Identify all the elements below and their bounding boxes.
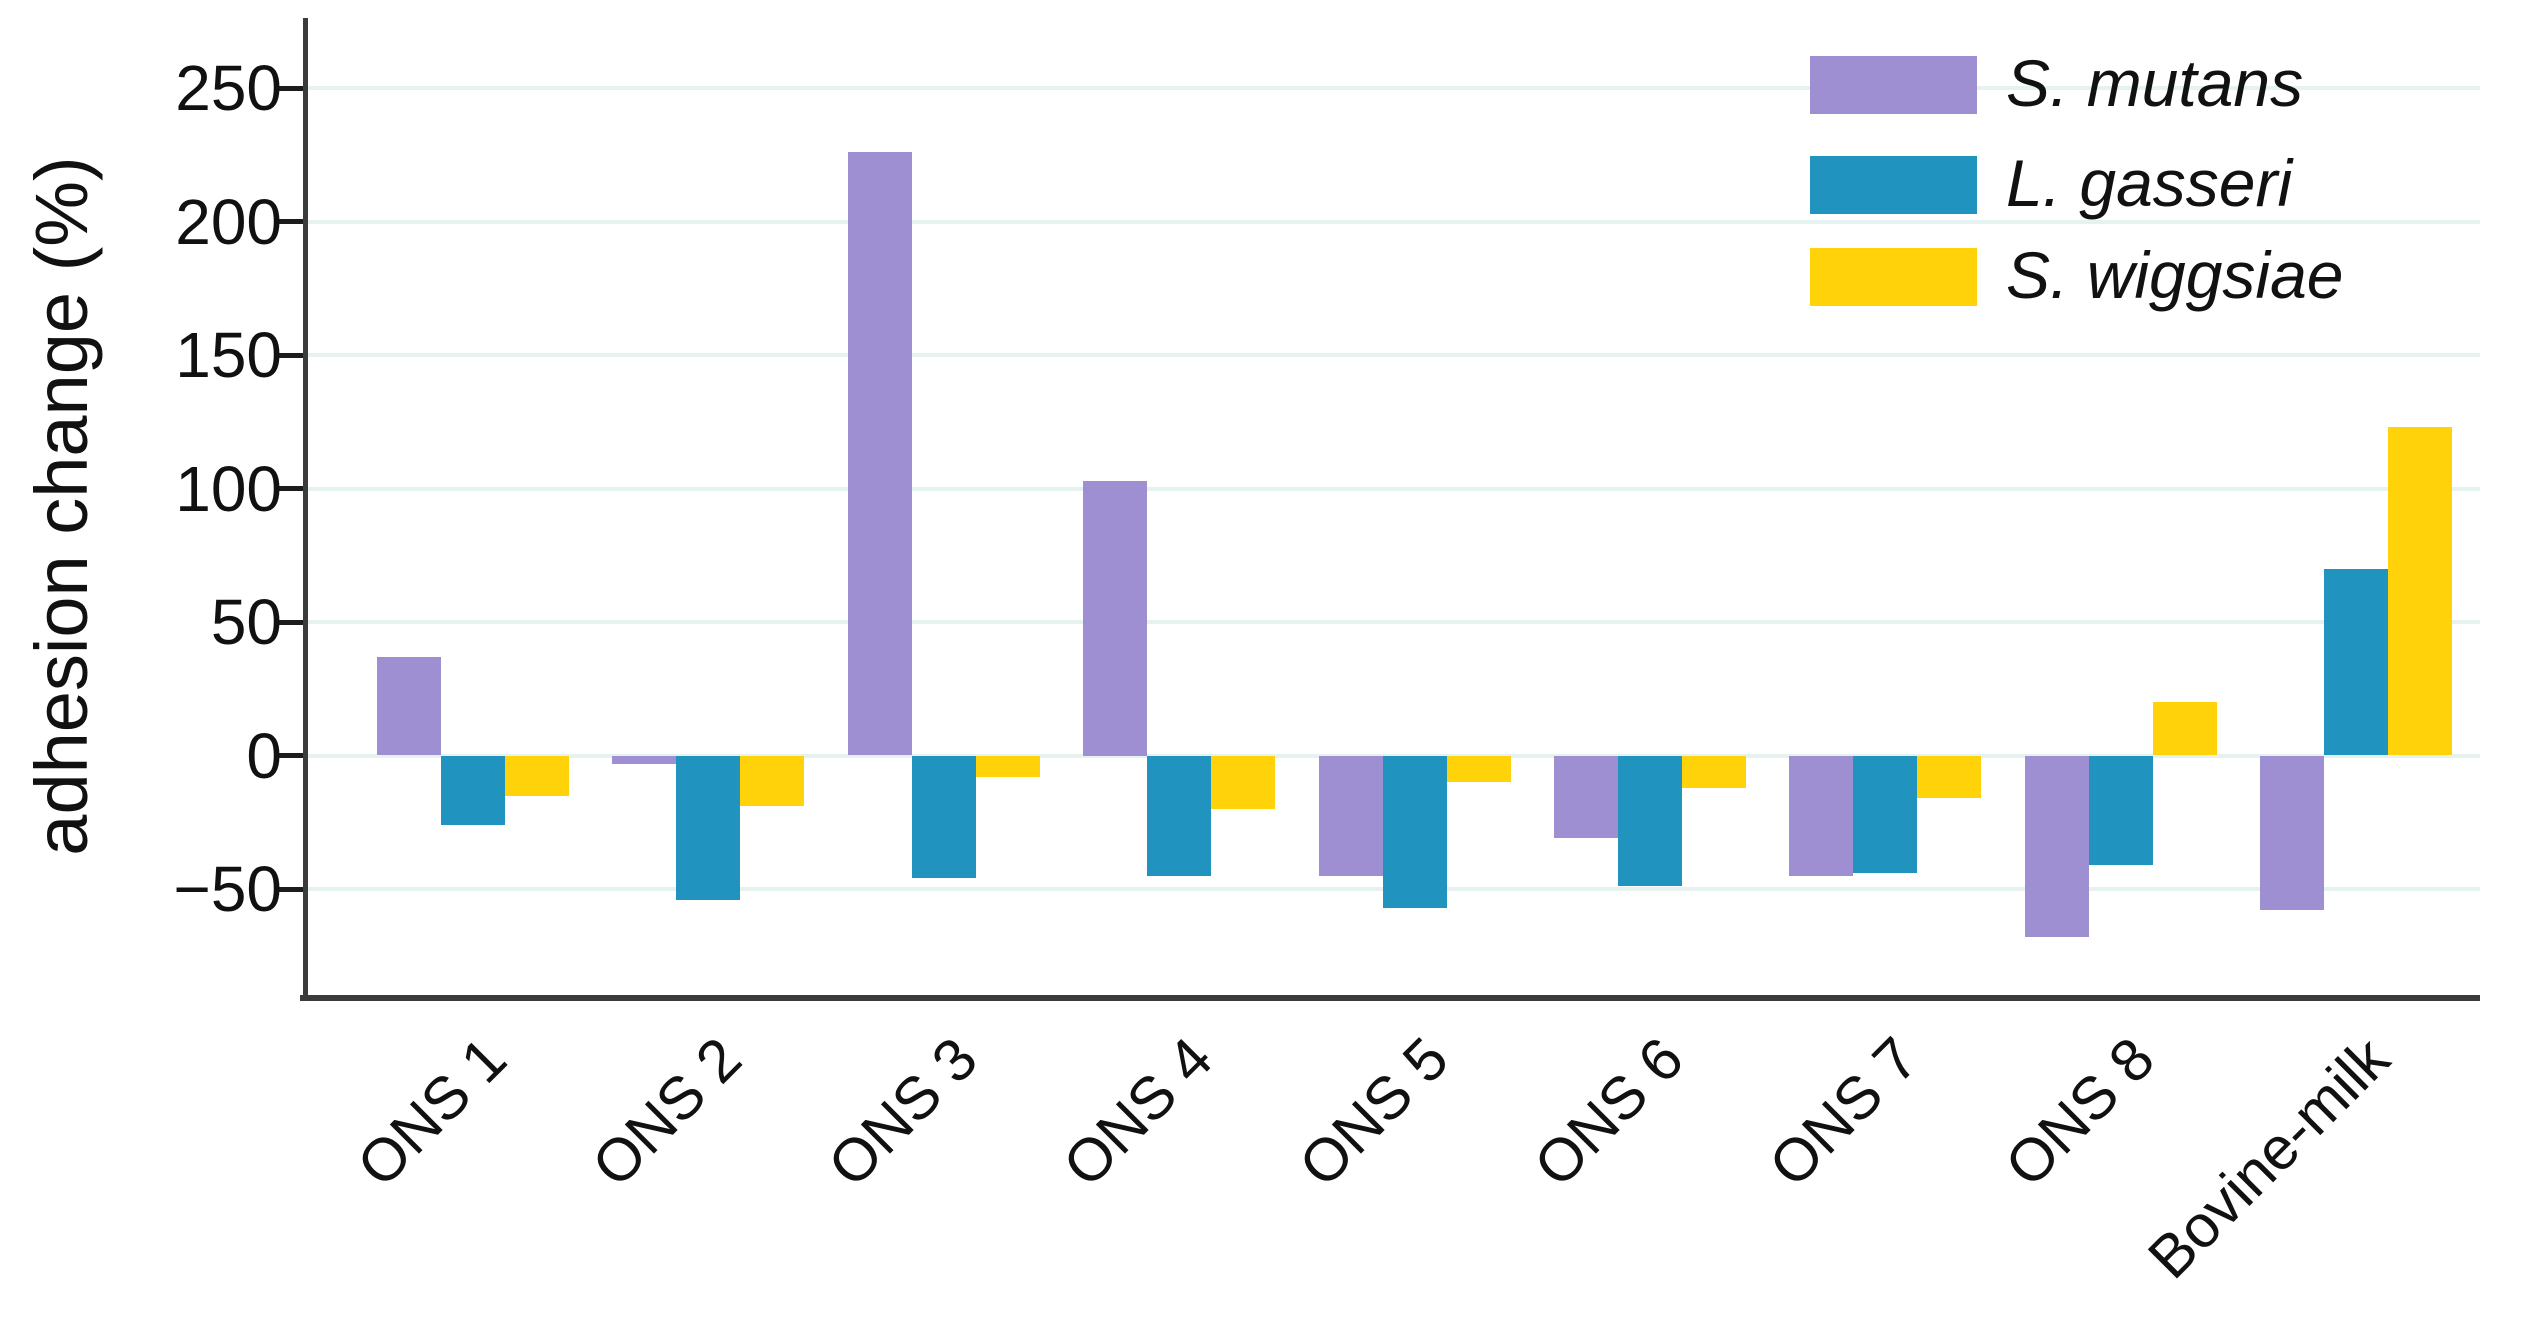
bar-l-gasseri-ons-7	[1853, 755, 1917, 873]
bar-s-wiggsiae-ons-4	[1211, 755, 1275, 809]
x-tick-label: ONS 1	[344, 1024, 519, 1200]
bar-s-mutans-bovine-milk	[2260, 755, 2324, 911]
legend-label: L. gasseri	[2006, 146, 2293, 220]
bar-s-mutans-ons-2	[612, 755, 676, 764]
bar-l-gasseri-ons-2	[676, 755, 740, 900]
y-axis-line	[303, 18, 308, 1001]
bar-s-wiggsiae-ons-3	[976, 755, 1040, 777]
bar-l-gasseri-ons-1	[441, 755, 505, 825]
bar-l-gasseri-ons-3	[912, 755, 976, 879]
bar-s-mutans-ons-6	[1554, 755, 1618, 839]
y-axis-tick	[277, 352, 303, 358]
y-axis-tick	[277, 486, 303, 491]
y-axis-tick	[277, 619, 303, 625]
bar-s-mutans-ons-8	[2025, 755, 2089, 938]
legend-label: S. mutans	[2006, 46, 2304, 120]
y-axis-tick	[277, 85, 303, 91]
legend-label: S. wiggsiae	[2006, 238, 2344, 312]
y-tick-label: 100	[175, 452, 282, 525]
bar-l-gasseri-bovine-milk	[2324, 568, 2388, 756]
bar-s-wiggsiae-ons-2	[740, 755, 804, 807]
y-axis-tick	[277, 886, 303, 892]
bar-s-wiggsiae-ons-7	[1917, 755, 1981, 799]
gridline	[303, 86, 2480, 90]
bar-s-wiggsiae-ons-1	[505, 755, 569, 796]
gridline	[303, 620, 2480, 624]
bar-s-mutans-ons-3	[848, 152, 912, 756]
gridline	[303, 486, 2480, 491]
x-axis-line	[300, 995, 2480, 1001]
y-tick-label: 150	[175, 319, 282, 391]
bar-l-gasseri-ons-5	[1383, 755, 1447, 908]
legend-swatch-l-gasseri	[1810, 156, 1977, 214]
y-axis-tick	[277, 219, 303, 224]
y-tick-label: 0	[246, 719, 282, 792]
y-tick-label: 50	[210, 586, 282, 658]
bar-l-gasseri-ons-4	[1147, 755, 1211, 876]
bar-s-wiggsiae-ons-5	[1447, 755, 1511, 783]
y-tick-label: −50	[173, 853, 282, 925]
legend-swatch-s-wiggsiae	[1810, 248, 1977, 306]
bar-s-mutans-ons-7	[1789, 755, 1853, 876]
bar-s-wiggsiae-ons-8	[2153, 702, 2217, 756]
bar-s-mutans-ons-4	[1083, 480, 1147, 756]
bar-s-wiggsiae-ons-6	[1682, 755, 1746, 788]
bar-s-mutans-ons-1	[377, 656, 441, 756]
y-tick-label: 250	[175, 52, 282, 124]
gridline	[303, 219, 2480, 224]
bar-l-gasseri-ons-6	[1618, 755, 1682, 887]
bar-s-wiggsiae-bovine-milk	[2388, 427, 2452, 756]
bar-s-mutans-ons-5	[1319, 755, 1383, 876]
y-axis-tick	[277, 753, 303, 758]
legend-swatch-s-mutans	[1810, 56, 1977, 114]
y-tick-label: 200	[175, 185, 282, 258]
gridline	[303, 353, 2480, 357]
bar-l-gasseri-ons-8	[2089, 755, 2153, 865]
